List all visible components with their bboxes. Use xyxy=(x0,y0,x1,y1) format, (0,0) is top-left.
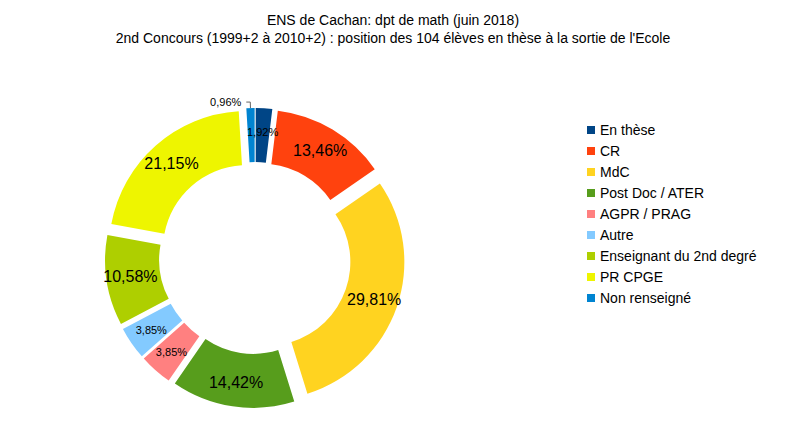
svg-text:CR: CR xyxy=(600,143,620,159)
svg-text:10,58%: 10,58% xyxy=(103,268,157,285)
svg-text:29,81%: 29,81% xyxy=(347,291,401,308)
svg-text:14,42%: 14,42% xyxy=(209,374,263,391)
svg-text:3,85%: 3,85% xyxy=(156,346,187,358)
svg-text:PR CPGE: PR CPGE xyxy=(600,269,663,285)
svg-text:Enseignant du 2nd degré: Enseignant du 2nd degré xyxy=(600,248,757,264)
svg-text:3,85%: 3,85% xyxy=(136,324,167,336)
svg-text:13,46%: 13,46% xyxy=(293,142,347,159)
svg-text:En thèse: En thèse xyxy=(600,122,655,138)
svg-text:AGPR / PRAG: AGPR / PRAG xyxy=(600,206,691,222)
svg-text:ENS de Cachan: dpt de math (ju: ENS de Cachan: dpt de math (juin 2018) xyxy=(267,12,519,28)
svg-text:Autre: Autre xyxy=(600,227,634,243)
svg-text:0,96%: 0,96% xyxy=(210,96,241,108)
svg-text:21,15%: 21,15% xyxy=(144,155,198,172)
svg-text:MdC: MdC xyxy=(600,164,630,180)
svg-text:Post Doc / ATER: Post Doc / ATER xyxy=(600,185,704,201)
svg-text:2nd Concours (1999+2 à 2010+2): 2nd Concours (1999+2 à 2010+2) : positio… xyxy=(116,30,671,46)
svg-text:Non renseigné: Non renseigné xyxy=(600,290,691,306)
svg-text:1,92%: 1,92% xyxy=(247,126,278,138)
